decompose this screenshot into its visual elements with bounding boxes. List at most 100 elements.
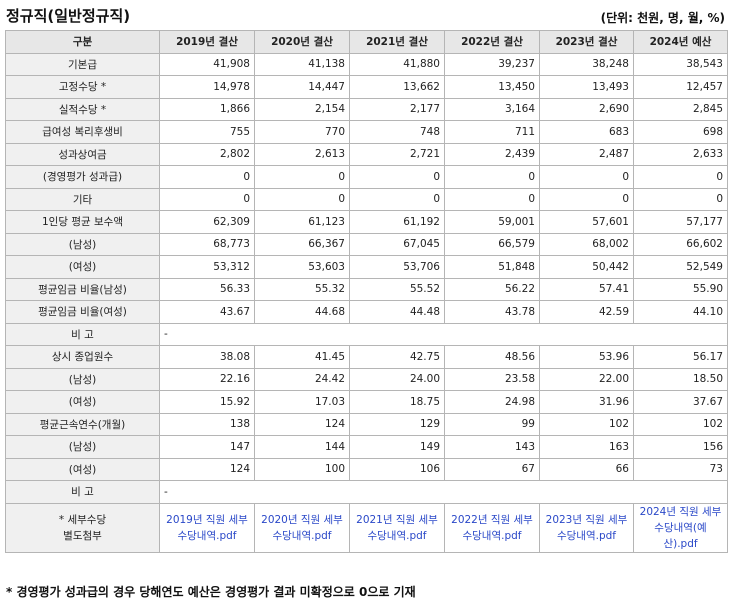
- value-cell: 13,493: [539, 75, 634, 99]
- value-cell: 2,721: [349, 142, 445, 166]
- value-cell: 56.17: [633, 345, 728, 369]
- table-row: (경영평가 성과급) 0 0 0 0 0 0: [5, 165, 728, 189]
- value-cell: 711: [444, 120, 540, 144]
- table-row: 실적수당 * 1,866 2,154 2,177 3,164 2,690 2,845: [5, 97, 728, 121]
- value-cell: 62,309: [159, 210, 255, 234]
- table-row: 기본급 41,908 41,138 41,880 39,237 38,248 38,543: [5, 52, 728, 76]
- attachment-label-line2: 별도첨부: [63, 529, 102, 542]
- value-cell: 24.00: [349, 367, 445, 391]
- value-cell: 0: [159, 187, 255, 211]
- value-cell: 55.52: [349, 277, 445, 301]
- value-cell: 1,866: [159, 97, 255, 121]
- value-cell: 15.92: [159, 390, 255, 414]
- value-cell: 68,773: [159, 232, 255, 256]
- value-cell: 73: [633, 457, 728, 481]
- value-cell: 67,045: [349, 232, 445, 256]
- row-label: 상시 종업원수: [5, 345, 160, 369]
- table-row: (여성) 124 100 106 67 66 73: [5, 457, 728, 481]
- value-cell: 37.67: [633, 390, 728, 414]
- attachment-row: * 세부수당 별도첨부 2019년 직원 세부 수당내역.pdf 2020년 직원 세부…: [5, 502, 728, 553]
- value-cell: 0: [539, 187, 634, 211]
- attachment-label-line1: * 세부수당: [58, 513, 107, 526]
- table-row: 평균근속연수(개월) 138 124 129 99 102 102: [5, 412, 728, 436]
- value-cell: 42.59: [539, 300, 634, 324]
- value-cell: 50,442: [539, 255, 634, 279]
- table-row: 1인당 평균 보수액 62,309 61,123 61,192 59,001 57,601…: [5, 210, 728, 234]
- value-cell: 0: [444, 165, 540, 189]
- table-row: 고정수당 * 14,978 14,447 13,662 13,450 13,493 12,4…: [5, 75, 728, 99]
- value-cell: 124: [159, 457, 255, 481]
- attachment-link-2020[interactable]: 2020년 직원 세부 수당내역.pdf: [259, 512, 345, 544]
- value-cell: 149: [349, 435, 445, 459]
- value-cell: 23.58: [444, 367, 540, 391]
- row-label: 성과상여금: [5, 142, 160, 166]
- value-cell: 0: [254, 165, 350, 189]
- attachment-cell: 2023년 직원 세부 수당내역.pdf: [539, 502, 634, 553]
- row-label: (남성): [5, 367, 160, 391]
- value-cell: 41,138: [254, 52, 350, 76]
- header-row: 구분 2019년 결산 2020년 결산 2021년 결산 2022년 결산 2023년 …: [5, 30, 728, 54]
- attachment-link-2023[interactable]: 2023년 직원 세부 수당내역.pdf: [544, 512, 629, 544]
- value-cell: 138: [159, 412, 255, 436]
- table-row: 평균임금 비율(여성) 43.67 44.68 44.48 43.78 42.59 44.1…: [5, 300, 728, 324]
- value-cell: 56.33: [159, 277, 255, 301]
- value-cell: 0: [539, 165, 634, 189]
- value-cell: 57.41: [539, 277, 634, 301]
- row-label: 급여성 복리후생비: [5, 120, 160, 144]
- attachment-link-2022[interactable]: 2022년 직원 세부 수당내역.pdf: [449, 512, 535, 544]
- value-cell: 52,549: [633, 255, 728, 279]
- value-cell: 748: [349, 120, 445, 144]
- remark-row: 비 고-: [5, 480, 728, 504]
- value-cell: 61,192: [349, 210, 445, 234]
- row-label: (여성): [5, 255, 160, 279]
- value-cell: 56.22: [444, 277, 540, 301]
- value-cell: 2,845: [633, 97, 728, 121]
- value-cell: 144: [254, 435, 350, 459]
- attachment-link-2019[interactable]: 2019년 직원 세부 수당내역.pdf: [164, 512, 250, 544]
- value-cell: 43.67: [159, 300, 255, 324]
- value-cell: 14,978: [159, 75, 255, 99]
- row-label: 평균근속연수(개월): [5, 412, 160, 436]
- attachment-link-line2: 수당내역.pdf: [367, 529, 427, 542]
- value-cell: 755: [159, 120, 255, 144]
- value-cell: 102: [539, 412, 634, 436]
- attachment-link-line1: 2019년 직원 세부: [166, 513, 248, 526]
- value-cell: 147: [159, 435, 255, 459]
- row-label: (여성): [5, 457, 160, 481]
- attachment-link-line1: 2021년 직원 세부: [356, 513, 438, 526]
- value-cell: 24.98: [444, 390, 540, 414]
- value-cell: 57,177: [633, 210, 728, 234]
- table-row: (남성) 22.16 24.42 24.00 23.58 22.00 18.50: [5, 367, 728, 391]
- table-row: (남성) 68,773 66,367 67,045 66,579 68,002 66,602: [5, 232, 728, 256]
- value-cell: 48.56: [444, 345, 540, 369]
- value-cell: 39,237: [444, 52, 540, 76]
- header-year-1: 2019년 결산: [159, 30, 255, 54]
- value-cell: 2,633: [633, 142, 728, 166]
- value-cell: 38.08: [159, 345, 255, 369]
- value-cell: 2,177: [349, 97, 445, 121]
- value-cell: 2,487: [539, 142, 634, 166]
- attachment-link-line1: 2024년 직원 세부: [639, 505, 722, 518]
- value-cell: 770: [254, 120, 350, 144]
- remark-value: -: [159, 322, 728, 346]
- value-cell: 156: [633, 435, 728, 459]
- header-year-5: 2023년 결산: [539, 30, 634, 54]
- value-cell: 2,439: [444, 142, 540, 166]
- value-cell: 3,164: [444, 97, 540, 121]
- value-cell: 41,908: [159, 52, 255, 76]
- row-label: (경영평가 성과급): [5, 165, 160, 189]
- attachment-link-2024[interactable]: 2024년 직원 세부 수당내역(예산).pdf: [638, 504, 723, 551]
- header-year-2: 2020년 결산: [254, 30, 350, 54]
- attachment-cell: 2019년 직원 세부 수당내역.pdf: [159, 502, 255, 553]
- value-cell: 0: [444, 187, 540, 211]
- value-cell: 0: [159, 165, 255, 189]
- attachment-cell: 2020년 직원 세부 수당내역.pdf: [254, 502, 350, 553]
- attachment-cell: 2024년 직원 세부 수당내역(예산).pdf: [633, 502, 728, 553]
- value-cell: 0: [633, 187, 728, 211]
- row-label: 실적수당 *: [5, 97, 160, 121]
- header-year-4: 2022년 결산: [444, 30, 540, 54]
- value-cell: 0: [349, 165, 445, 189]
